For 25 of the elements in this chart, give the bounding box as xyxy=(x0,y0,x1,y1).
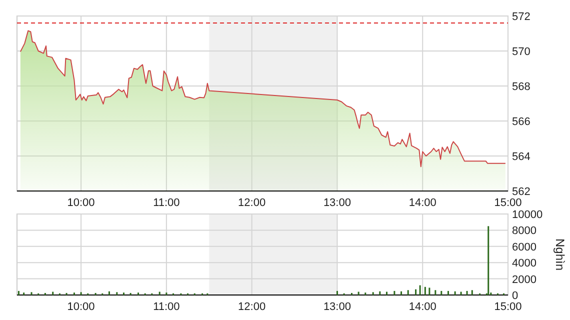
x-tick-label: 15:00 xyxy=(494,301,522,313)
y-tick-label: 10000 xyxy=(512,209,543,221)
x-tick-label: 12:00 xyxy=(238,197,266,209)
y-tick-label: 570 xyxy=(512,46,530,58)
x-tick-label: 10:00 xyxy=(67,197,95,209)
x-tick-label: 14:00 xyxy=(408,301,436,313)
y-tick-label: 8000 xyxy=(512,225,536,238)
y-tick-label: 564 xyxy=(512,151,530,163)
y-axis-title: Nghìn xyxy=(553,238,567,271)
y-tick-label: 566 xyxy=(512,116,530,128)
y-tick-label: 2000 xyxy=(512,274,536,286)
x-tick-label: 13:00 xyxy=(323,197,351,209)
y-tick-label: 568 xyxy=(512,81,530,93)
x-tick-label: 12:00 xyxy=(238,301,266,313)
x-tick-label: 14:00 xyxy=(408,197,436,209)
y-tick-label: 0 xyxy=(512,290,518,302)
x-tick-label: 10:00 xyxy=(67,301,95,313)
y-tick-label: 6000 xyxy=(512,241,536,254)
x-tick-label: 15:00 xyxy=(494,197,522,209)
y-tick-label: 572 xyxy=(512,11,530,23)
y-tick-label: 562 xyxy=(512,186,530,198)
x-tick-label: 11:00 xyxy=(153,197,180,209)
x-tick-label: 11:00 xyxy=(153,301,180,313)
y-tick-label: 4000 xyxy=(512,258,536,270)
x-tick-label: 13:00 xyxy=(323,301,351,313)
